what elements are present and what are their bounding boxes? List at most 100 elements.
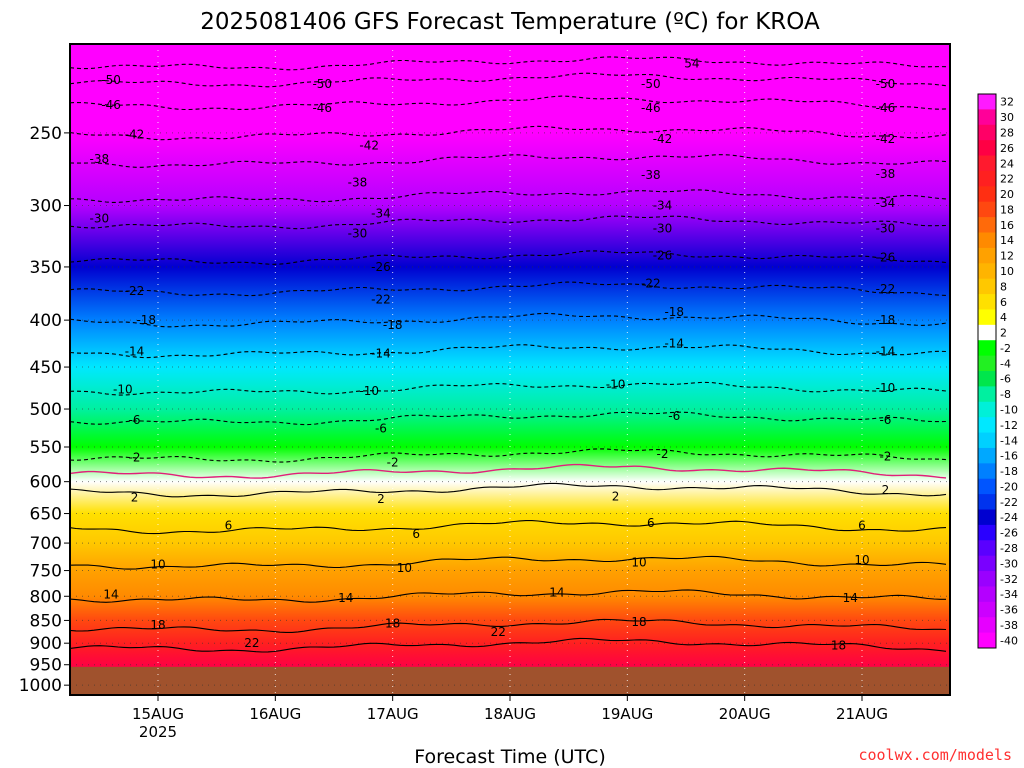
y-tick-label: 800 xyxy=(30,587,62,607)
contour-label: 14 xyxy=(549,585,564,599)
contour-label: -38 xyxy=(876,167,896,181)
colorbar-swatch xyxy=(978,109,996,126)
colorbar-swatch xyxy=(978,309,996,326)
colorbar: 32 30 28 26 24 22 20 18 16 14 12 10 8 6 4 2 -2 -4 -6 -8 -10 -… xyxy=(977,93,1018,649)
y-tick-label: 450 xyxy=(30,358,62,378)
colorbar-swatch xyxy=(978,263,996,280)
x-tick-label: 18AUG xyxy=(484,705,536,723)
contour-label: 18 xyxy=(631,615,646,629)
contour-label: -50 xyxy=(641,77,661,91)
x-axis-label: Forecast Time (UTC) xyxy=(414,746,605,768)
colorbar-label: -8 xyxy=(1000,388,1011,401)
colorbar-label: 28 xyxy=(1000,126,1014,139)
credit-text: coolwx.com/models xyxy=(858,746,1012,764)
contour-label: 18 xyxy=(150,618,165,632)
colorbar-swatch xyxy=(978,247,996,264)
colorbar-swatch xyxy=(978,417,996,434)
contour-label: 10 xyxy=(397,561,412,575)
contour-label: 6 xyxy=(647,516,655,530)
colorbar-label: -34 xyxy=(1000,588,1018,601)
contour-label: -22 xyxy=(371,293,391,307)
contour-label: 10 xyxy=(854,553,869,567)
y-tick-label: 850 xyxy=(30,611,62,631)
colorbar-swatch xyxy=(978,555,996,572)
colorbar-label: -22 xyxy=(1000,496,1018,509)
contour-label: -2 xyxy=(879,449,891,463)
contour-label: -14 xyxy=(876,345,896,359)
contour-label: 22 xyxy=(244,636,259,650)
contour-label: -30 xyxy=(348,227,368,241)
y-tick-label: 250 xyxy=(30,124,62,144)
contour-label: -10 xyxy=(113,382,133,396)
colorbar-label: -38 xyxy=(1000,619,1018,632)
colorbar-label: -12 xyxy=(1000,419,1018,432)
y-tick-label: 600 xyxy=(30,473,62,493)
colorbar-swatch xyxy=(978,463,996,480)
colorbar-label: -30 xyxy=(1000,557,1018,570)
contour-label: -22 xyxy=(125,284,145,298)
colorbar-label: -6 xyxy=(1000,373,1011,386)
colorbar-swatch xyxy=(978,371,996,387)
contour-label: -26 xyxy=(653,248,673,262)
colorbar-label: -10 xyxy=(1000,403,1018,416)
colorbar-swatch xyxy=(978,401,996,418)
colorbar-swatch xyxy=(978,124,996,141)
colorbar-label: 30 xyxy=(1000,111,1014,124)
colorbar-swatch xyxy=(978,294,996,310)
x-tick-label: 17AUG xyxy=(367,705,419,723)
colorbar-label: 12 xyxy=(1000,250,1014,263)
y-tick-label: 950 xyxy=(30,656,62,676)
colorbar-frame xyxy=(977,93,997,649)
contour-label: -10 xyxy=(876,381,896,395)
colorbar-swatch xyxy=(978,232,996,249)
colorbar-label: -28 xyxy=(1000,542,1018,555)
contour-label: -50 xyxy=(876,77,896,91)
colorbar-swatch xyxy=(978,601,996,618)
colorbar-label: 26 xyxy=(1000,142,1014,155)
contour-label: -18 xyxy=(383,318,403,332)
y-tick-label: 500 xyxy=(30,400,62,420)
contour-label: -34 xyxy=(653,199,673,213)
contour-label: -14 xyxy=(125,345,145,359)
colorbar-label: 32 xyxy=(1000,96,1014,109)
contour-label: -2 xyxy=(129,451,141,465)
plot-area: 54 -50 -50 -50 -50 -46 -46 -46 -46 -42 -42 -42 -42 -3… xyxy=(70,44,950,695)
colorbar-swatch xyxy=(978,447,996,464)
colorbar-swatch xyxy=(978,586,996,603)
colorbar-label: 2 xyxy=(1000,327,1007,340)
colorbar-label: -16 xyxy=(1000,450,1018,463)
contour-label: -2 xyxy=(657,447,669,461)
colorbar-label: -24 xyxy=(1000,511,1018,524)
x-tick-label: 16AUG xyxy=(249,705,301,723)
colorbar-swatch xyxy=(978,170,996,187)
colorbar-label: 10 xyxy=(1000,265,1014,278)
contour-label: 14 xyxy=(103,587,118,601)
colorbar-label: -36 xyxy=(1000,604,1018,617)
contour-label: 2 xyxy=(612,490,620,504)
colorbar-label: 4 xyxy=(1000,311,1007,324)
y-tick-label: 700 xyxy=(30,534,62,554)
contour-label: -42 xyxy=(125,127,145,141)
contour-label: 14 xyxy=(338,591,353,605)
colorbar-swatch xyxy=(978,155,996,172)
contour-label: 54 xyxy=(684,56,699,70)
contour-label: 2 xyxy=(882,483,890,497)
colorbar-swatch xyxy=(978,524,996,541)
contour-label: 6 xyxy=(412,527,420,541)
colorbar-label: -4 xyxy=(1000,357,1011,370)
chart-title: 2025081406 GFS Forecast Temperature (ºC)… xyxy=(200,9,820,35)
contour-label: -46 xyxy=(312,101,332,115)
contour-label: -42 xyxy=(359,138,379,152)
contour-label: -30 xyxy=(653,222,673,236)
colorbar-swatch xyxy=(978,340,996,357)
colorbar-swatch xyxy=(978,140,996,157)
contour-label: -50 xyxy=(312,77,332,91)
contour-label: -6 xyxy=(668,409,680,423)
contour-label: -38 xyxy=(641,168,661,182)
colorbar-swatch xyxy=(978,509,996,526)
contour-label: 10 xyxy=(150,558,165,572)
colorbar-swatch xyxy=(978,478,996,495)
contour-label: 6 xyxy=(858,519,866,533)
